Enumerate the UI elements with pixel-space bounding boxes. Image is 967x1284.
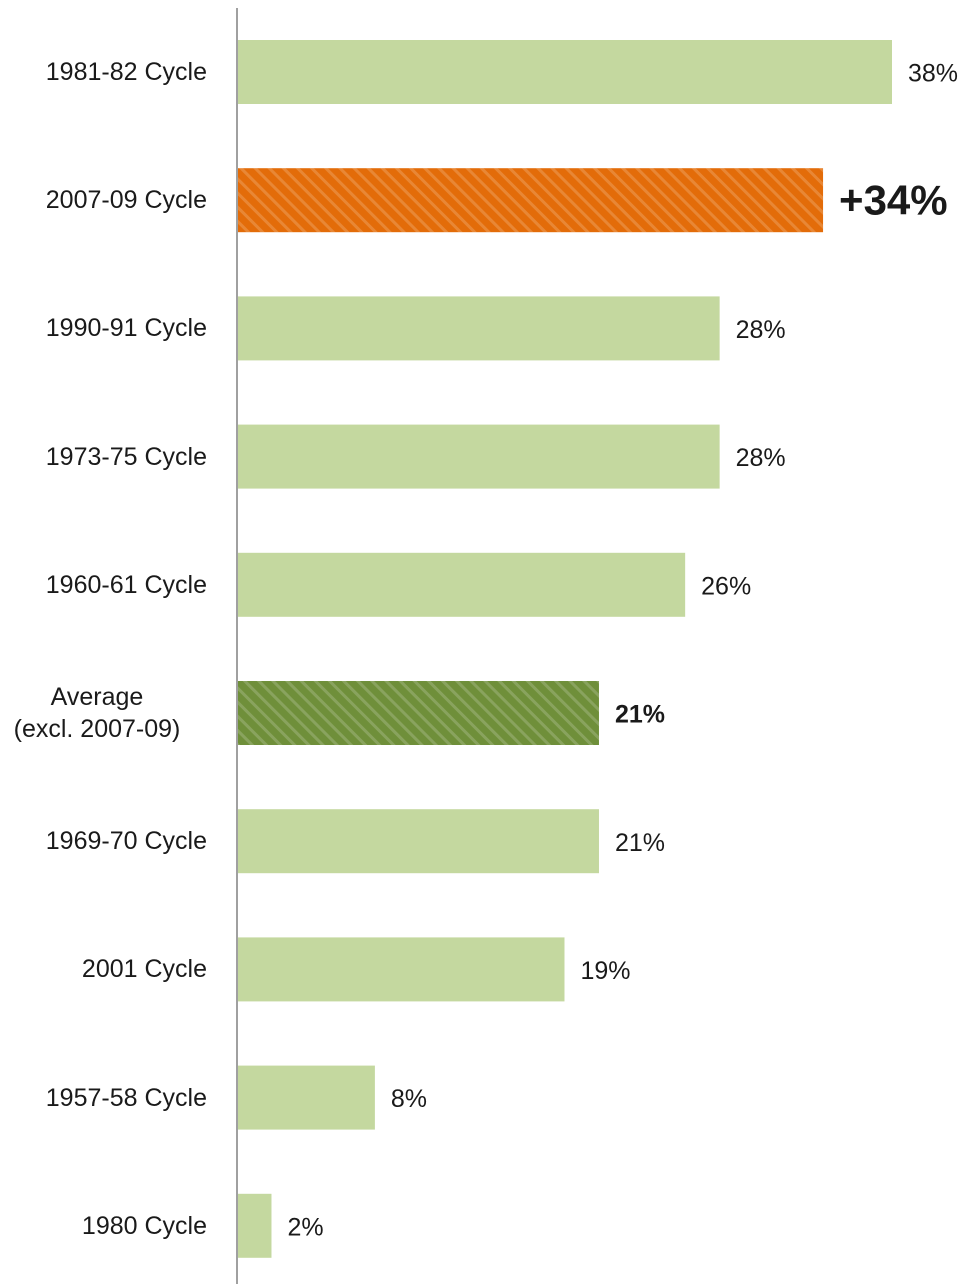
value-label: +34% [839,176,948,223]
bar [238,552,686,617]
category-label: 1981-82 Cycle [45,58,207,86]
bar-hatch [238,168,824,233]
bar [238,424,720,489]
category-label: Average (excl. 2007-09) [13,683,181,743]
value-label: 19% [581,957,631,985]
category-label: 1969-70 Cycle [45,827,207,856]
category-label: 1960-61 Cycle [45,570,207,599]
value-label: 26% [701,572,751,600]
category-label: 2007-09 Cycle [45,186,207,215]
category-label: 2001 Cycle [81,955,207,984]
value-label: 21% [615,829,665,857]
value-label: 8% [391,1085,427,1113]
bar [238,296,720,361]
category-label: 1980 Cycle [81,1211,207,1240]
bar [238,1065,375,1130]
category-label: 1990-91 Cycle [45,314,207,343]
category-label: 1973-75 Cycle [45,442,207,471]
bar-hatch [238,681,599,745]
value-label: 21% [615,701,665,729]
bar [238,40,892,104]
bar [238,1193,272,1258]
value-label: 28% [736,316,786,344]
bar [238,937,565,1002]
value-label: 38% [908,60,958,88]
value-label: 28% [736,444,786,472]
category-label: 1957-58 Cycle [45,1083,207,1112]
bar [238,809,599,874]
value-label: 2% [287,1213,323,1241]
